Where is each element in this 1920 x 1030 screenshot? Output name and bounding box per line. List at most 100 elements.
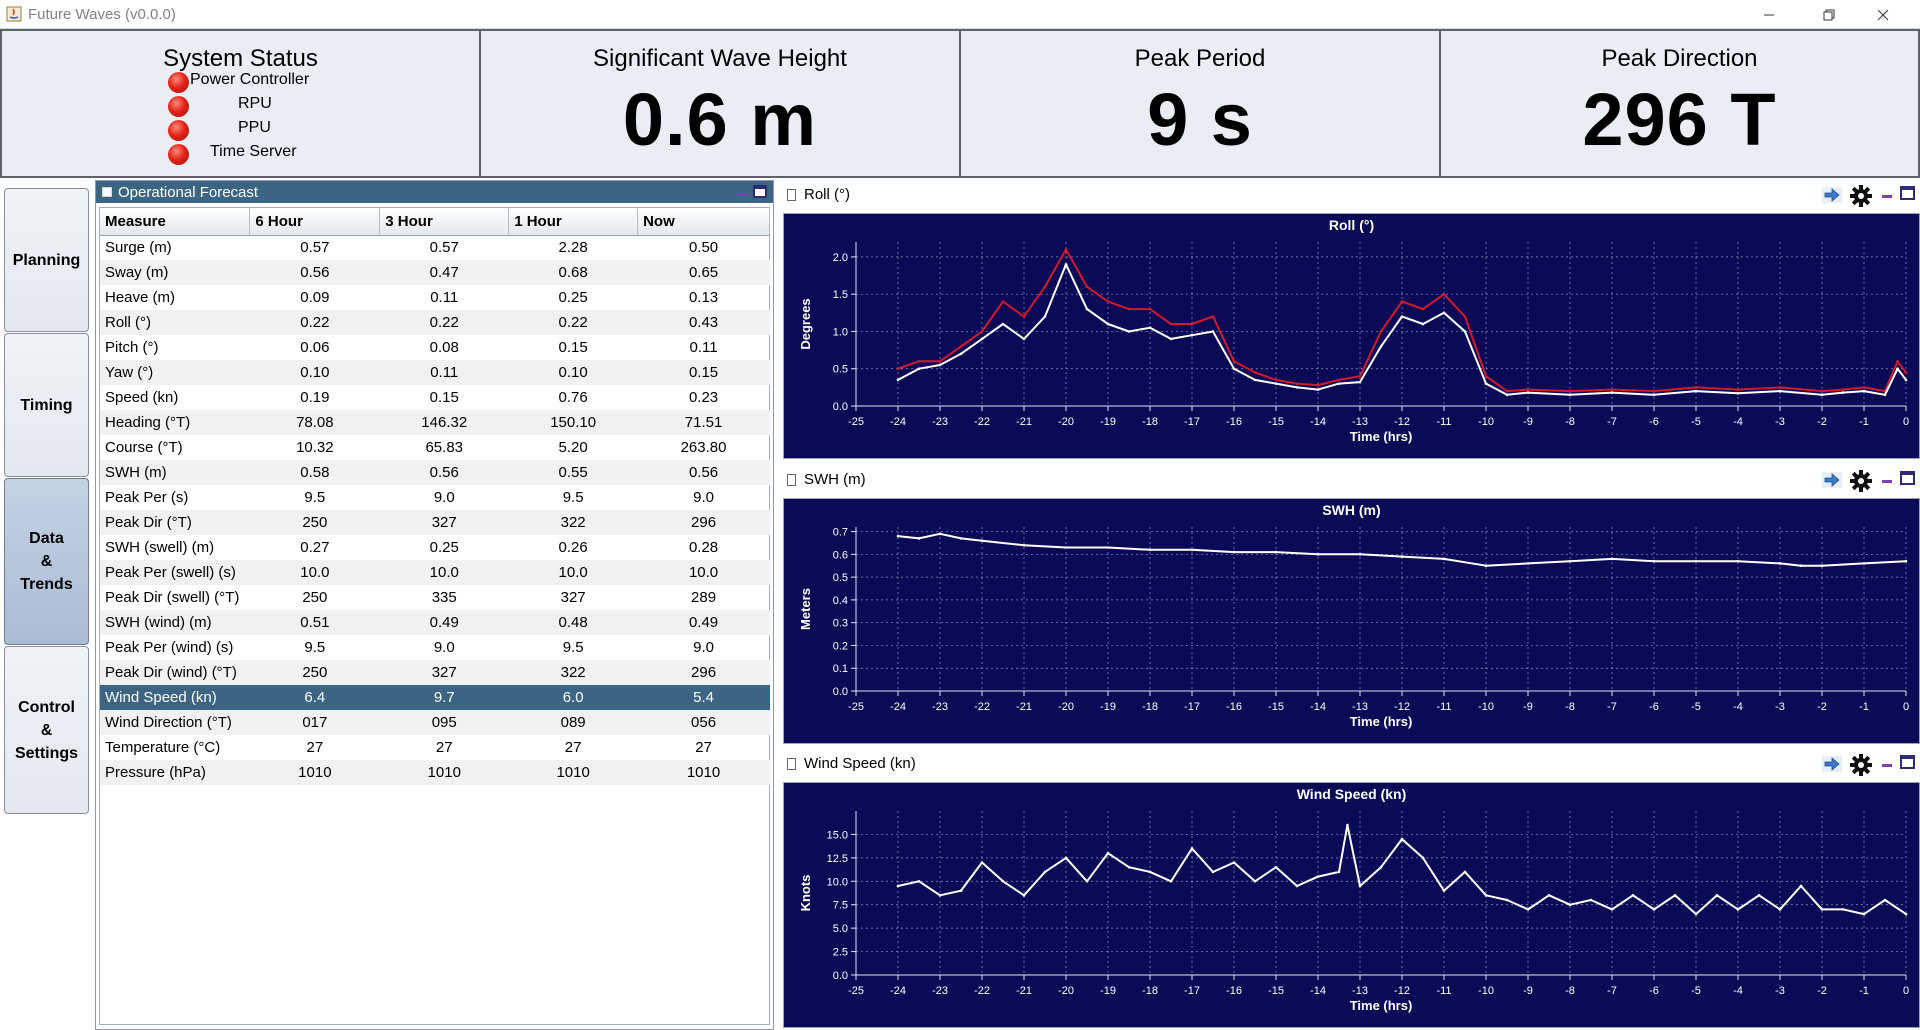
nav-data-trends-button[interactable]: Data & Trends (4, 478, 89, 645)
gear-icon[interactable] (1850, 470, 1872, 497)
row-value-cell: 322 (508, 510, 638, 535)
data-point (1211, 870, 1215, 874)
wind-speed-chart[interactable]: Wind Speed (kn) -25 -24 -23 -22 -21 -20 -19 -18-… (783, 782, 1920, 1028)
column-header-6-hour[interactable]: 6 Hour (249, 208, 381, 236)
row-value-cell: 0.76 (558, 389, 588, 406)
data-point (1820, 908, 1824, 911)
gear-icon[interactable] (1850, 754, 1872, 781)
table-row[interactable]: Peak Dir (swell) (°T) 250 335 327 289 (100, 585, 770, 610)
minimize-panel-icon[interactable] (1882, 480, 1892, 483)
export-arrow-icon[interactable] (1822, 472, 1842, 493)
y-tick-label: 5.0 (833, 923, 848, 935)
export-arrow-icon[interactable] (1822, 756, 1842, 777)
table-row[interactable]: SWH (swell) (m) 0.27 0.25 0.26 0.28 (100, 535, 770, 560)
chart-panel-header: Roll (°) (780, 180, 1920, 210)
table-row[interactable]: Heave (m) 0.09 0.11 0.25 0.13 (100, 285, 770, 310)
row-measure-cell: Heave (m) (105, 289, 176, 306)
chart-title: Wind Speed (kn) (1297, 786, 1407, 802)
table-row[interactable]: Peak Dir (wind) (°T) 250 327 322 296 (100, 660, 770, 685)
table-row[interactable]: Surge (m) 0.57 0.57 2.28 0.50 (100, 235, 770, 260)
column-header-3-hour[interactable]: 3 Hour (379, 208, 510, 236)
panel-checkbox-icon[interactable] (787, 474, 796, 486)
table-row[interactable]: SWH (m) 0.58 0.56 0.55 0.56 (100, 460, 770, 485)
table-row[interactable]: Wind Speed (kn) 6.4 9.7 6.0 5.4 (100, 685, 770, 710)
close-window-button[interactable] (1860, 0, 1906, 29)
restore-window-button[interactable] (1806, 0, 1852, 29)
export-arrow-icon[interactable] (1822, 187, 1842, 208)
maximize-panel-icon[interactable] (1900, 186, 1915, 200)
data-point (1190, 333, 1194, 337)
peak-period-panel: Peak Period 9 s (959, 29, 1441, 178)
table-row[interactable]: Course (°T) 10.32 65.83 5.20 263.80 (100, 435, 770, 460)
nav-timing-button[interactable]: Timing (4, 333, 89, 477)
data-point (1484, 894, 1488, 897)
roll-chart[interactable]: Roll (°) -25 -24 -23 -22 -21 -20 -19 -18 -17 -16 -1… (783, 213, 1920, 459)
x-tick-label: -10 (1478, 416, 1494, 428)
data-point (1316, 388, 1320, 391)
data-point (1211, 330, 1215, 333)
table-row[interactable]: Temperature (°C) 27 27 27 27 (100, 735, 770, 760)
data-point (1904, 912, 1908, 916)
forecast-panel-title: Operational Forecast (118, 184, 259, 201)
minimize-window-button[interactable] (1746, 0, 1792, 29)
maximize-panel-icon[interactable] (1900, 755, 1915, 769)
minimize-panel-icon[interactable] (1882, 764, 1892, 767)
data-point (1148, 548, 1152, 552)
data-point (1085, 307, 1089, 311)
maximize-panel-icon[interactable] (1900, 471, 1915, 485)
status-item: PPU (166, 117, 336, 141)
forecast-table-container[interactable]: Measure 6 Hour 3 Hour 1 Hour Now Surge (… (99, 207, 770, 1025)
row-measure-cell: Sway (m) (100, 260, 250, 285)
table-row[interactable]: Roll (°) 0.22 0.22 0.22 0.43 (100, 310, 770, 335)
forecast-table-body: Surge (m) 0.57 0.57 2.28 0.50 Sway (m) 0.56 0.4… (100, 235, 770, 785)
table-row[interactable]: Sway (m) 0.56 0.47 0.68 0.65 (100, 260, 770, 285)
x-tick-label: -9 (1523, 416, 1533, 428)
minimize-panel-icon[interactable] (736, 193, 746, 196)
data-point (938, 532, 942, 536)
data-point (1169, 337, 1173, 341)
red-status-led-icon (168, 72, 189, 93)
row-value-cell: 0.55 (508, 460, 638, 485)
metric-title: Peak Period (1134, 45, 1266, 72)
minimize-panel-icon[interactable] (1882, 195, 1892, 198)
nav-planning-button[interactable]: Planning (4, 188, 89, 332)
panel-checkbox-icon[interactable] (787, 189, 796, 201)
table-row[interactable]: Peak Per (swell) (s) 10.0 10.0 10.0 10.0 (100, 560, 770, 585)
data-point (1148, 870, 1152, 874)
data-point (1400, 555, 1404, 558)
row-value-cell: 0.09 (300, 289, 330, 306)
series-line (897, 248, 1907, 393)
data-point (1106, 546, 1110, 549)
table-row[interactable]: Pressure (hPa) 1010 1010 1010 1010 (100, 760, 770, 785)
nav-control-settings-button[interactable]: Control & Settings (4, 646, 89, 814)
table-row[interactable]: Wind Direction (°T) 017 095 089 056 (100, 710, 770, 735)
maximize-panel-icon[interactable] (753, 185, 767, 198)
table-row[interactable]: Pitch (°) 0.06 0.08 0.15 0.11 (100, 335, 770, 360)
column-header-measure[interactable]: Measure (100, 208, 251, 236)
y-tick-label: 0.0 (833, 401, 848, 413)
column-header-1-hour[interactable]: 1 Hour (508, 208, 639, 236)
table-row[interactable]: Heading (°T) 78.08 146.32 150.10 71.51 (100, 410, 770, 435)
data-point (1274, 378, 1278, 382)
data-point (1253, 378, 1257, 382)
table-row[interactable]: SWH (wind) (m) 0.51 0.49 0.48 0.49 (100, 610, 770, 635)
swh-chart[interactable]: SWH (m) -25 -24 -23 -22 -21 -20 -19 -18 -17 -16 -15… (783, 498, 1920, 744)
row-value-cell: 296 (637, 660, 770, 685)
table-row[interactable]: Peak Per (wind) (s) 9.5 9.0 9.5 9.0 (100, 635, 770, 660)
table-row[interactable]: Peak Per (s) 9.5 9.0 9.5 9.0 (100, 485, 770, 510)
table-row[interactable]: Speed (kn) 0.19 0.15 0.76 0.23 (100, 385, 770, 410)
table-row[interactable]: Peak Dir (°T) 250 327 322 296 (100, 510, 770, 535)
y-tick-label: 7.5 (833, 900, 848, 912)
row-value-cell: 10.0 (379, 560, 509, 585)
data-point (980, 337, 984, 341)
x-tick-label: -4 (1733, 416, 1743, 428)
row-value-cell: 0.49 (379, 610, 509, 635)
column-header-now[interactable]: Now (637, 208, 770, 236)
y-tick-label: 0.1 (833, 663, 848, 675)
panel-checkbox-icon[interactable] (787, 758, 796, 770)
gear-icon[interactable] (1850, 185, 1872, 212)
data-point (1232, 550, 1236, 554)
data-point (1631, 894, 1635, 897)
table-row[interactable]: Yaw (°) 0.10 0.11 0.10 0.15 (100, 360, 770, 385)
x-tick-label: -23 (932, 416, 948, 428)
